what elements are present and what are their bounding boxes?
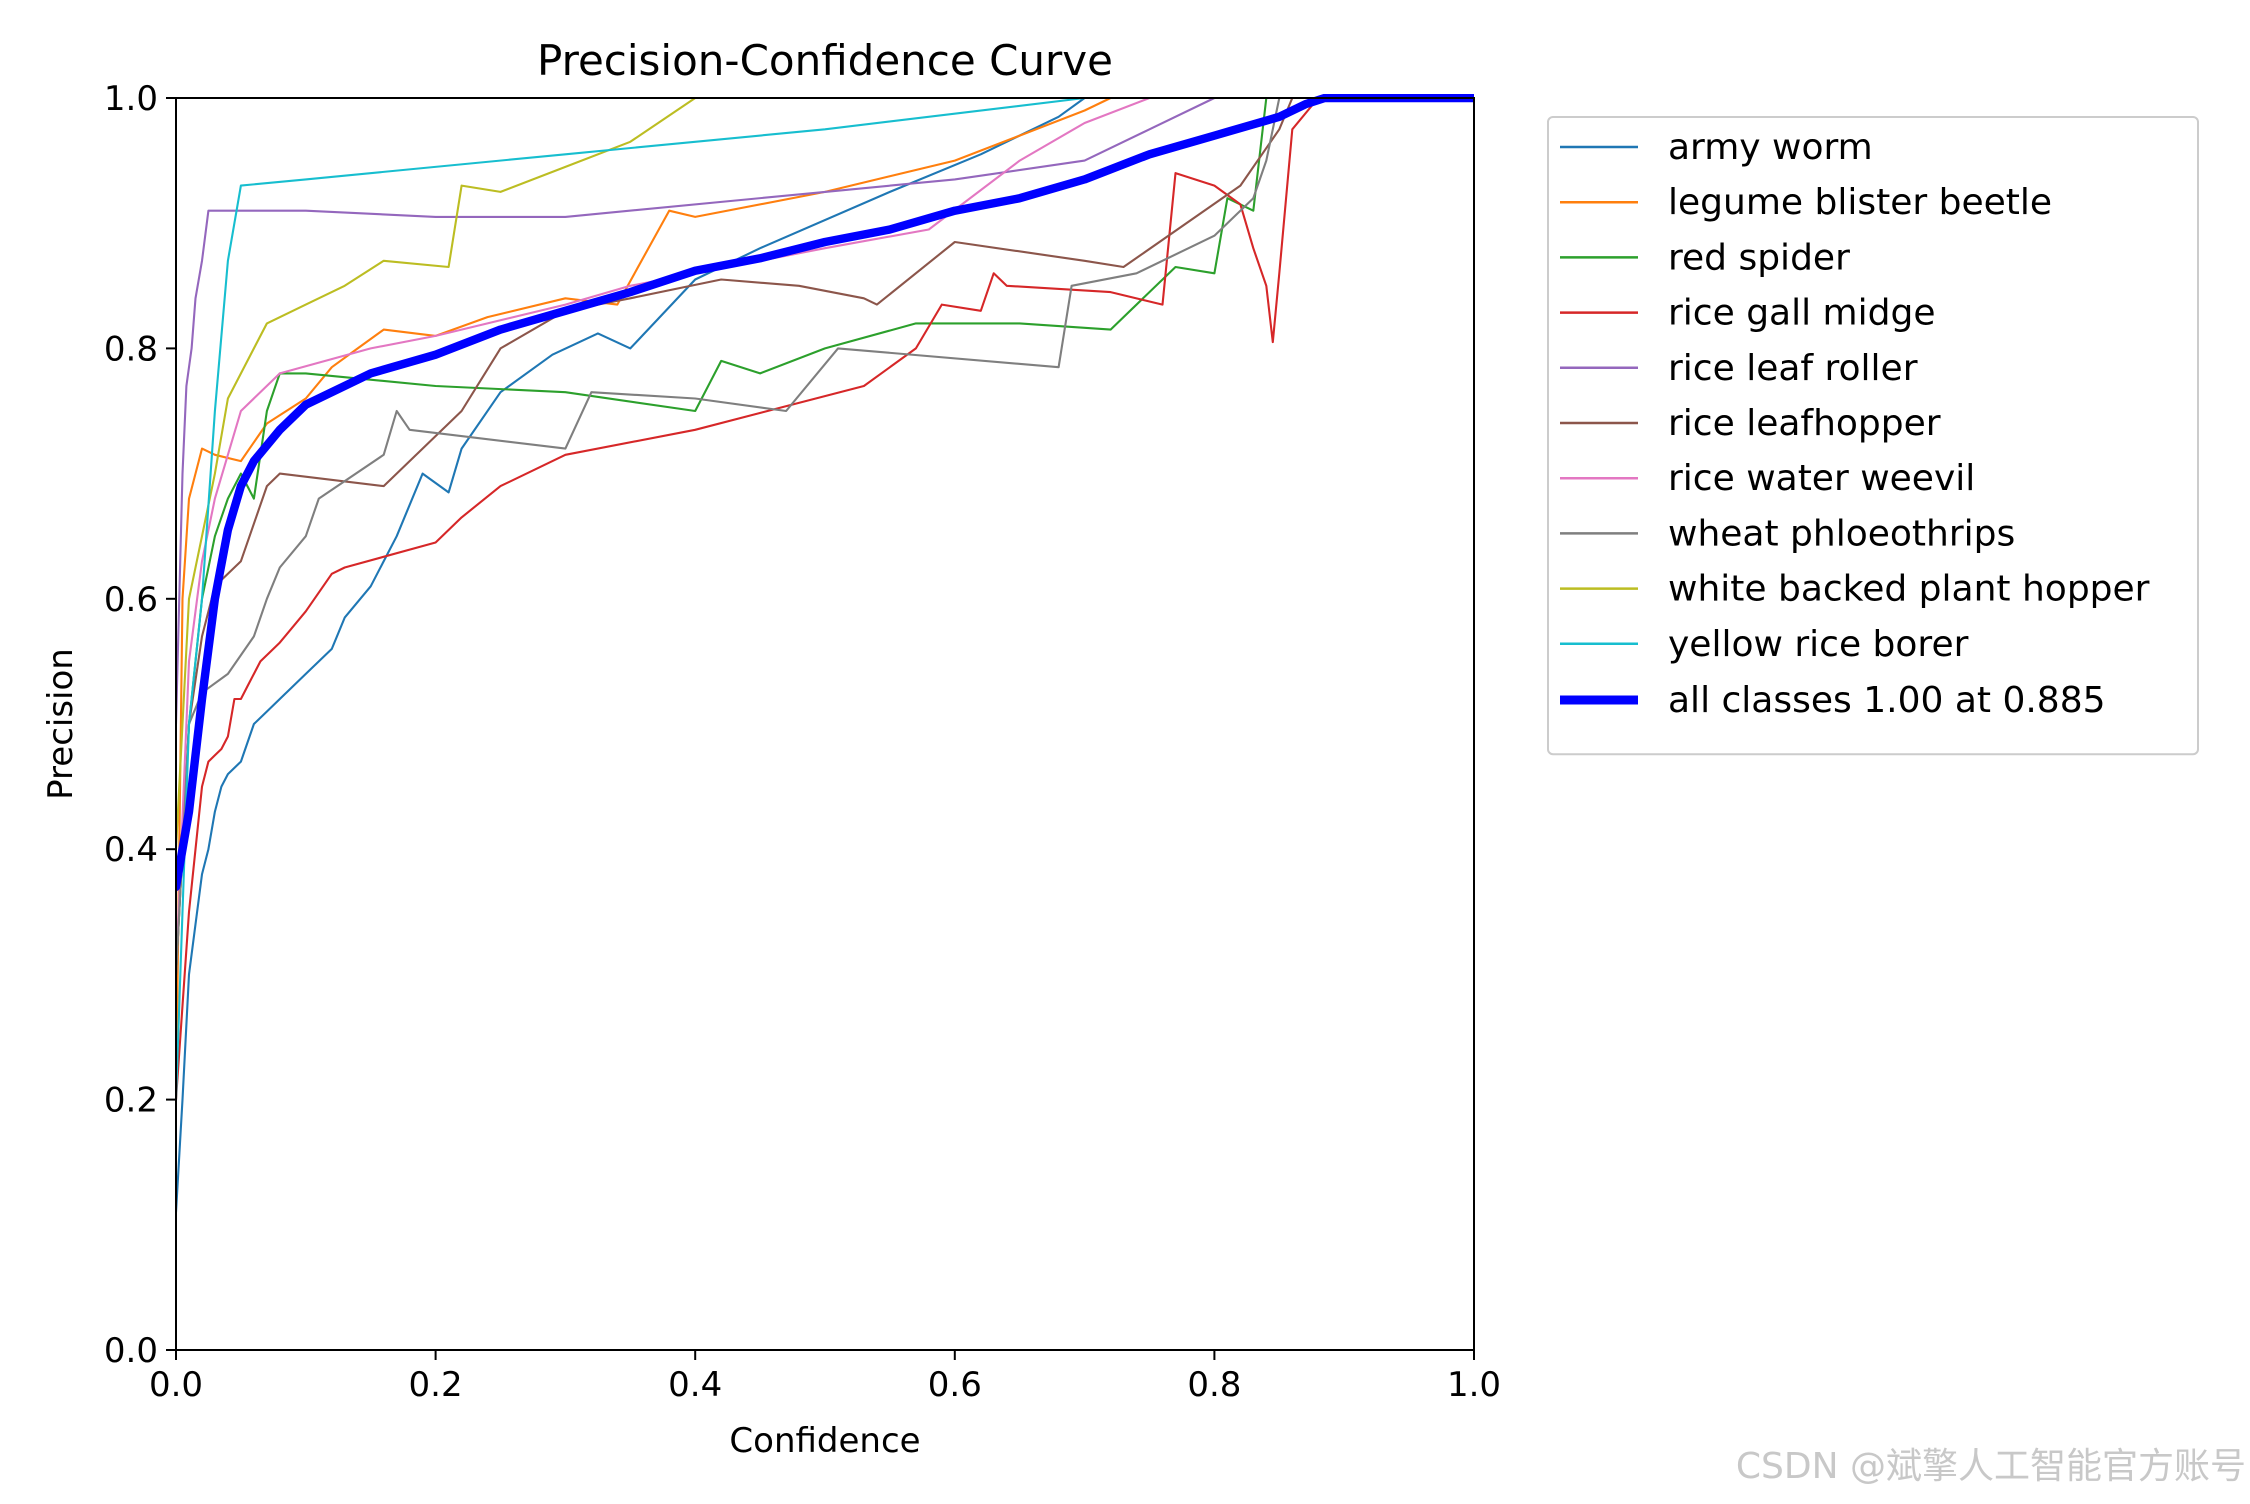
chart-title: Precision-Confidence Curve <box>537 36 1113 85</box>
y-tick-label: 1.0 <box>104 79 158 119</box>
y-axis-label: Precision <box>41 648 81 800</box>
series-line-8 <box>176 96 1474 976</box>
legend-label-8: wheat phloeothrips <box>1668 513 2015 554</box>
x-tick-label: 0.6 <box>928 1365 982 1405</box>
legend-label-10: yellow rice borer <box>1668 624 1969 665</box>
series-line-7 <box>176 96 1474 976</box>
series-line-11 <box>176 94 1474 891</box>
x-tick-label: 0.0 <box>149 1365 203 1405</box>
series-line-9 <box>176 96 1474 851</box>
legend-label-1: army worm <box>1668 127 1873 168</box>
x-tick-label: 0.2 <box>409 1365 463 1405</box>
y-tick-label: 0.8 <box>104 329 158 369</box>
series-line-5 <box>176 96 1474 726</box>
legend-label-7: rice water weevil <box>1668 458 1975 499</box>
legend-label-2: legume blister beetle <box>1668 182 2052 223</box>
series-line-3 <box>176 96 1474 976</box>
series-line-10 <box>176 96 1474 1101</box>
legend-label-5: rice leaf roller <box>1668 348 1918 389</box>
legend: army worm legume blister beetle red spider… <box>1547 116 2199 756</box>
y-tick-label: 0.0 <box>104 1331 158 1371</box>
x-tick-label: 0.4 <box>668 1365 722 1405</box>
legend-label-3: red spider <box>1668 237 1850 278</box>
series-line-2 <box>176 96 1474 1101</box>
y-tick-label: 0.4 <box>104 830 158 870</box>
series-line-1 <box>176 96 1474 1214</box>
x-axis-label: Confidence <box>729 1421 920 1461</box>
legend-label-4: rice gall midge <box>1668 293 1935 334</box>
watermark: CSDN @斌擎人工智能官方账号 <box>1736 1446 2246 1487</box>
x-tick-label: 1.0 <box>1447 1365 1501 1405</box>
series-line-6 <box>176 96 1474 976</box>
y-axis: 0.0 0.2 0.4 0.6 0.8 1.0 <box>104 79 176 1371</box>
series-line-4 <box>176 96 1474 1101</box>
series-layer <box>176 94 1474 1214</box>
y-tick-label: 0.2 <box>104 1081 158 1121</box>
x-axis: 0.0 0.2 0.4 0.6 0.8 1.0 <box>149 1350 1501 1405</box>
legend-label-11: all classes 1.00 at 0.885 <box>1668 680 2106 721</box>
legend-box <box>1547 116 2199 756</box>
plot-frame <box>175 97 1475 1351</box>
legend-label-9: white backed plant hopper <box>1668 569 2150 610</box>
y-tick-label: 0.6 <box>104 580 158 620</box>
legend-label-6: rice leafhopper <box>1668 403 1941 444</box>
x-tick-label: 0.8 <box>1187 1365 1241 1405</box>
